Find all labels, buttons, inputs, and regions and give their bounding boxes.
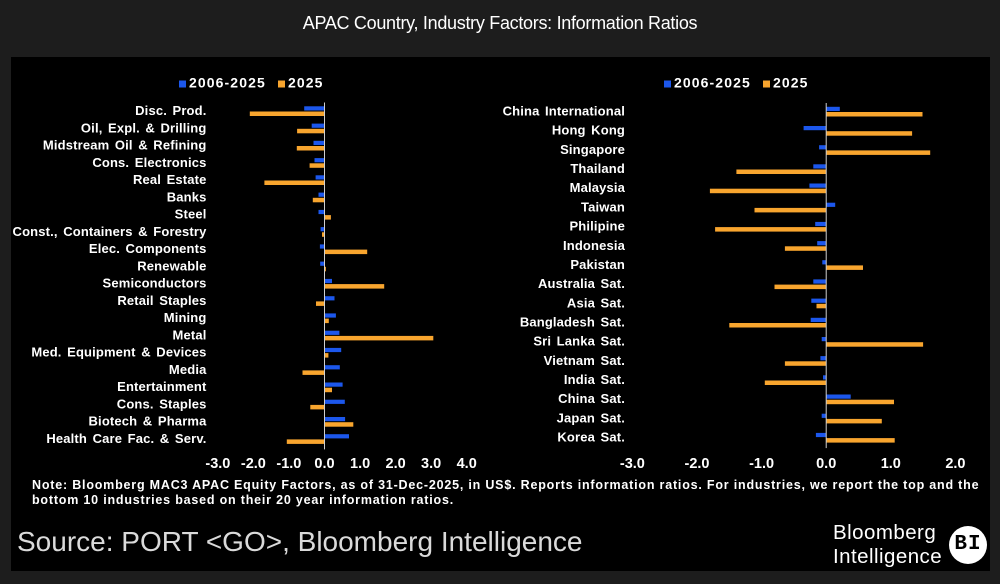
svg-text:Philipine: Philipine: [569, 219, 625, 234]
svg-text:Sri Lanka Sat.: Sri Lanka Sat.: [533, 334, 625, 349]
svg-text:Disc. Prod.: Disc. Prod.: [135, 103, 206, 118]
svg-text:2006-2025: 2006-2025: [189, 75, 266, 91]
svg-text:1.0: 1.0: [350, 456, 370, 472]
svg-text:2025: 2025: [773, 75, 809, 91]
svg-text:-3.0: -3.0: [620, 456, 645, 472]
svg-text:Mining: Mining: [164, 310, 207, 325]
svg-text:2025: 2025: [288, 75, 324, 91]
svg-text:-3.0: -3.0: [205, 456, 230, 472]
svg-text:China Sat.: China Sat.: [558, 391, 625, 406]
svg-text:Thailand: Thailand: [570, 161, 625, 176]
svg-text:Retail Staples: Retail Staples: [117, 293, 206, 308]
svg-text:2.0: 2.0: [945, 456, 965, 472]
svg-text:Korea Sat.: Korea Sat.: [557, 430, 625, 445]
svg-text:Med. Equipment & Devices: Med. Equipment & Devices: [31, 345, 206, 360]
svg-text:Japan Sat.: Japan Sat.: [557, 410, 625, 425]
svg-text:Banks: Banks: [167, 189, 207, 204]
svg-text:0.0: 0.0: [314, 456, 334, 472]
svg-text:Steel: Steel: [175, 207, 207, 222]
svg-text:Malaysia: Malaysia: [570, 180, 626, 195]
svg-text:Cons. Electronics: Cons. Electronics: [92, 155, 206, 170]
svg-text:Australia Sat.: Australia Sat.: [538, 276, 625, 291]
svg-text:Renewable: Renewable: [137, 258, 206, 273]
svg-text:-2.0: -2.0: [685, 456, 710, 472]
svg-text:Elec. Components: Elec. Components: [89, 241, 207, 256]
svg-text:China International: China International: [503, 104, 625, 119]
svg-text:4.0: 4.0: [457, 456, 477, 472]
svg-text:-1.0: -1.0: [749, 456, 774, 472]
svg-text:Semiconductors: Semiconductors: [103, 276, 207, 291]
svg-text:0.0: 0.0: [816, 456, 836, 472]
svg-text:India Sat.: India Sat.: [564, 372, 625, 387]
svg-text:1.0: 1.0: [881, 456, 901, 472]
svg-text:Media: Media: [169, 362, 207, 377]
svg-text:Vietnam Sat.: Vietnam Sat.: [544, 353, 625, 368]
svg-text:Asia Sat.: Asia Sat.: [567, 295, 625, 310]
svg-text:Real Estate: Real Estate: [133, 172, 207, 187]
svg-text:-1.0: -1.0: [276, 456, 301, 472]
svg-text:Hong Kong: Hong Kong: [552, 123, 625, 138]
svg-text:Indonesia: Indonesia: [563, 238, 626, 253]
svg-text:Entertainment: Entertainment: [117, 379, 207, 394]
svg-text:Pakistan: Pakistan: [570, 257, 625, 272]
svg-text:Cons. Staples: Cons. Staples: [117, 396, 207, 411]
svg-text:Bangladesh Sat.: Bangladesh Sat.: [520, 315, 625, 330]
svg-text:2.0: 2.0: [386, 456, 406, 472]
svg-text:3.0: 3.0: [421, 456, 441, 472]
svg-text:Const., Containers & Forestry: Const., Containers & Forestry: [13, 224, 208, 239]
svg-text:Taiwan: Taiwan: [581, 199, 625, 214]
svg-text:Biotech & Pharma: Biotech & Pharma: [89, 414, 208, 429]
svg-text:-2.0: -2.0: [241, 456, 266, 472]
svg-text:Metal: Metal: [173, 327, 207, 342]
svg-text:Health Care Fac. & Serv.: Health Care Fac. & Serv.: [46, 431, 206, 446]
svg-text:2006-2025: 2006-2025: [674, 75, 751, 91]
svg-text:Midstream Oil & Refining: Midstream Oil & Refining: [43, 138, 207, 153]
svg-text:Oil, Expl. & Drilling: Oil, Expl. & Drilling: [81, 120, 207, 135]
svg-text:Singapore: Singapore: [560, 142, 625, 157]
